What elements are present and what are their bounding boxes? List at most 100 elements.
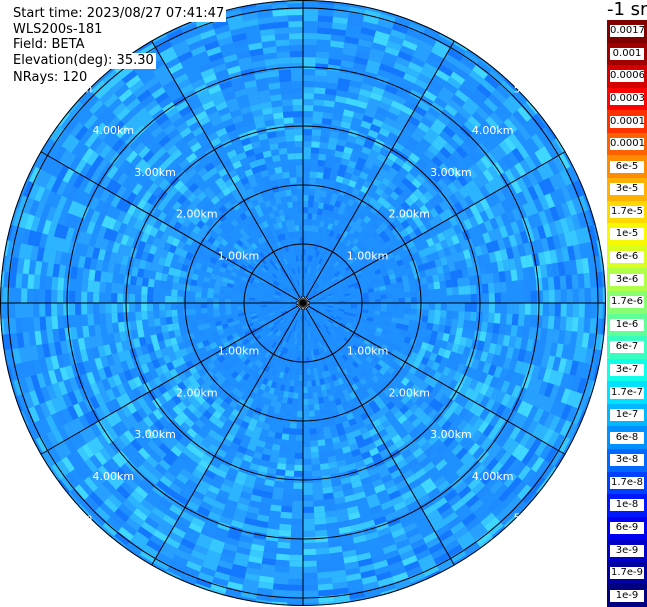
range-gate-cell	[373, 286, 380, 292]
range-gate-cell	[329, 315, 336, 320]
range-gate-cell	[468, 150, 481, 164]
range-gate-cell	[28, 183, 40, 200]
range-gate-cell	[194, 262, 203, 270]
range-gate-cell	[277, 63, 291, 71]
range-gate-cell	[237, 312, 245, 317]
range-gate-cell	[510, 412, 523, 426]
range-gate-cell	[336, 83, 350, 92]
range-gate-cell	[328, 273, 335, 279]
range-gate-cell	[420, 67, 435, 80]
range-gate-cell	[388, 490, 402, 501]
range-gate-cell	[312, 117, 323, 124]
range-gate-cell	[477, 172, 490, 186]
range-gate-cell	[408, 479, 421, 491]
range-gate-cell	[319, 320, 325, 326]
range-gate-cell	[210, 195, 220, 205]
range-gate-cell	[584, 287, 591, 303]
range-gate-cell	[464, 455, 477, 469]
range-gate-cell	[378, 230, 387, 239]
range-gate-cell	[278, 332, 284, 339]
range-gate-cell	[347, 283, 355, 289]
range-gate-cell	[241, 485, 254, 495]
range-gate-cell	[440, 256, 448, 266]
range-ring-label: 1.00km	[218, 249, 260, 262]
range-gate-cell	[27, 274, 35, 289]
range-gate-cell	[39, 188, 51, 205]
range-gate-cell	[241, 324, 249, 330]
range-gate-cell	[307, 255, 311, 262]
range-gate-cell	[262, 377, 269, 386]
range-gate-cell	[465, 337, 474, 348]
range-gate-cell	[454, 111, 468, 125]
range-gate-cell	[346, 185, 355, 194]
range-gate-cell	[220, 262, 229, 269]
range-gate-cell	[246, 423, 256, 432]
range-gate-cell	[172, 39, 189, 52]
range-gate-cell	[516, 268, 524, 281]
range-gate-cell	[593, 333, 602, 350]
range-gate-cell	[346, 573, 362, 582]
range-gate-cell	[291, 304, 298, 307]
range-gate-cell	[364, 9, 381, 19]
range-gate-cell	[129, 303, 136, 313]
range-gate-cell	[317, 208, 323, 215]
range-gate-cell	[273, 407, 281, 415]
range-gate-cell	[389, 405, 400, 415]
range-gate-cell	[427, 487, 441, 500]
range-gate-cell	[198, 62, 213, 73]
range-gate-cell	[102, 69, 118, 85]
range-gate-cell	[52, 263, 60, 278]
range-gate-cell	[314, 263, 319, 270]
colorbar-swatch: 6e-5	[607, 155, 647, 179]
range-gate-cell	[309, 434, 318, 441]
range-gate-cell	[253, 366, 261, 374]
range-gate-cell	[207, 303, 214, 308]
range-gate-cell	[387, 392, 397, 402]
colorbar-level-label: 0.00017	[610, 115, 644, 128]
range-gate-cell	[319, 408, 327, 416]
range-gate-cell	[289, 560, 303, 567]
range-gate-cell	[287, 201, 293, 209]
range-gate-cell	[436, 232, 446, 242]
range-gate-cell	[227, 348, 235, 356]
range-gate-cell	[285, 220, 291, 227]
range-gate-cell	[241, 12, 258, 22]
range-gate-cell	[458, 384, 469, 396]
range-gate-cell	[479, 351, 489, 363]
range-gate-cell	[457, 107, 472, 121]
range-gate-cell	[349, 313, 356, 317]
range-gate-cell	[315, 63, 329, 71]
range-gate-cell	[148, 244, 158, 255]
range-gate-cell	[285, 464, 295, 471]
range-gate-cell	[543, 177, 556, 194]
range-gate-cell	[421, 180, 433, 191]
range-gate-cell	[502, 154, 515, 169]
range-gate-cell	[57, 290, 64, 303]
range-gate-cell	[313, 397, 319, 405]
range-gate-cell	[474, 392, 485, 405]
range-gate-cell	[442, 332, 450, 342]
range-gate-cell	[392, 23, 409, 35]
range-gate-cell	[255, 77, 269, 86]
range-gate-cell	[314, 75, 327, 83]
range-gate-cell	[219, 443, 230, 453]
range-gate-cell	[262, 312, 269, 316]
range-gate-cell	[313, 367, 318, 375]
range-gate-cell	[166, 144, 179, 156]
range-gate-cell	[476, 142, 490, 156]
range-gate-cell	[438, 431, 451, 443]
range-gate-cell	[230, 519, 244, 529]
range-gate-cell	[303, 452, 312, 459]
range-gate-cell	[22, 258, 31, 275]
range-gate-cell	[117, 283, 124, 294]
range-gate-cell	[45, 289, 52, 303]
range-gate-cell	[510, 269, 518, 281]
range-gate-cell	[233, 558, 249, 568]
range-gate-cell	[304, 267, 307, 274]
range-gate-cell	[241, 111, 254, 121]
range-gate-cell	[146, 472, 160, 485]
range-gate-cell	[111, 293, 118, 303]
range-gate-cell	[350, 303, 357, 306]
range-gate-cell	[304, 332, 307, 339]
range-gate-cell	[493, 282, 501, 293]
